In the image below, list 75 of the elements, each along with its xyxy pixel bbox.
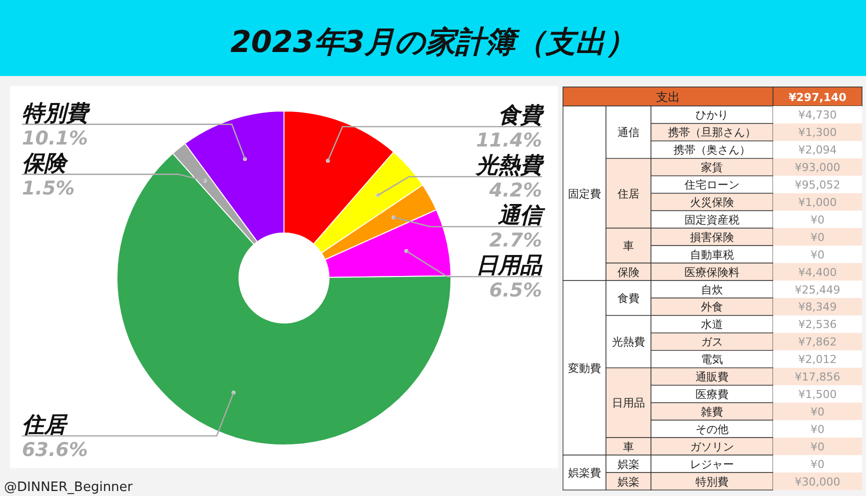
data-label: 2.7%: [489, 230, 542, 252]
slice-label: 食費: [498, 104, 545, 129]
data-label: 10.1%: [22, 127, 88, 150]
text: 娯楽費: [568, 466, 601, 480]
data-label: ¥1,300: [798, 126, 837, 140]
data-label: ¥2,012: [798, 353, 837, 366]
data-label: ¥2,536: [798, 318, 837, 332]
data-label: ¥93,000: [794, 161, 840, 174]
category-label: ガス: [701, 336, 723, 349]
data-label: ¥0: [810, 213, 824, 226]
text: 変動費: [568, 362, 601, 375]
slice-label: 特別費: [22, 101, 91, 126]
text: 日用品: [612, 396, 645, 410]
text: 固定費: [568, 187, 601, 200]
text: 支出: [656, 90, 680, 104]
slice-label: 保険: [22, 151, 69, 176]
category-label: 携帯（旦那さん）: [668, 126, 756, 140]
data-label: ¥8,349: [798, 300, 837, 314]
slice-label: 住居: [22, 412, 68, 438]
slice-label: 光熱費: [474, 154, 545, 179]
text: 保険: [618, 266, 640, 279]
category-label: 雑費: [701, 405, 723, 418]
text: 娯楽: [618, 475, 640, 488]
text: 車: [623, 440, 634, 454]
data-label: ¥7,862: [798, 336, 837, 349]
category-label: 自動車税: [690, 248, 734, 262]
category-label: 外食: [701, 300, 723, 314]
data-label: 11.4%: [476, 130, 542, 152]
category-label: 水道: [701, 318, 723, 332]
text: 食費: [618, 292, 640, 305]
data-label: ¥4,730: [798, 108, 837, 122]
data-label: ¥0: [810, 230, 824, 244]
data-label: 63.6%: [22, 438, 88, 461]
data-label: ¥1,500: [798, 388, 837, 401]
data-label: ¥25,449: [794, 283, 840, 296]
slice-label: 通信: [497, 204, 546, 229]
data-label: ¥0: [810, 458, 824, 471]
category-label: 特別費: [696, 475, 728, 488]
category-label: 火災保険: [690, 196, 734, 209]
category-label: 電気: [701, 353, 723, 366]
data-label: 4.2%: [488, 180, 542, 202]
data-label: ¥30,000: [794, 475, 840, 488]
slice-label: 日用品: [476, 254, 543, 279]
category-label: その他: [696, 422, 728, 436]
data-label: ¥95,052: [794, 178, 840, 192]
category-label: 固定資産税: [684, 213, 740, 226]
category-label: 家賃: [701, 161, 723, 174]
category-label: ひかり: [696, 108, 728, 122]
data-label: ¥0: [810, 422, 824, 436]
data-label: ¥0: [810, 405, 824, 418]
data-label: 1.5%: [22, 177, 75, 200]
data-label: ¥4,400: [798, 266, 837, 279]
text: @DINNER_Beginner: [4, 480, 134, 495]
data-label: 6.5%: [489, 280, 542, 302]
text: 車: [623, 240, 634, 253]
category-label: 医療費: [696, 388, 728, 401]
category-label: 携帯（奥さん）: [674, 144, 750, 157]
data-label: ¥2,094: [798, 144, 837, 157]
data-label: ¥0: [810, 248, 824, 262]
category-label: ガソリン: [690, 440, 734, 454]
data-label: ¥17,856: [794, 370, 840, 384]
chart-title: 2023年3月の家計簿（支出）: [230, 25, 636, 60]
category-label: 住宅ローン: [684, 178, 740, 192]
category-label: レジャー: [690, 458, 734, 471]
data-label: ¥0: [810, 440, 824, 454]
category-label: 通販費: [696, 370, 728, 384]
category-label: 自炊: [701, 283, 723, 296]
category-label: 医療保険料: [684, 266, 740, 279]
text: 光熱費: [612, 336, 645, 349]
data-label: ¥1,000: [798, 196, 837, 209]
text: 娯楽: [618, 458, 640, 471]
text: ¥297,140: [788, 91, 846, 104]
category-label: 損害保険: [690, 230, 734, 244]
text: 通信: [618, 126, 640, 140]
text: 住居: [618, 187, 640, 200]
